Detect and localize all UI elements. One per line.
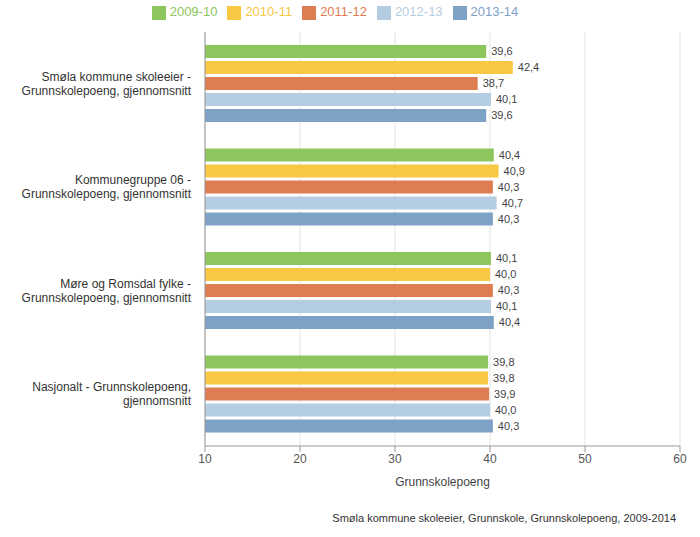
svg-text:38,7: 38,7 <box>483 77 504 89</box>
svg-text:40: 40 <box>483 452 497 466</box>
svg-text:40,1: 40,1 <box>496 252 517 264</box>
svg-text:50: 50 <box>578 452 592 466</box>
svg-text:39,8: 39,8 <box>493 356 514 368</box>
svg-text:40,9: 40,9 <box>504 165 525 177</box>
svg-text:39,8: 39,8 <box>493 372 514 384</box>
html-text:Smøla kommune skoleeier, Grunn: Smøla kommune skoleeier, Grunnskole, Gru… <box>332 512 676 524</box>
svg-text:40,3: 40,3 <box>498 213 519 225</box>
svg-text:Kommunegruppe 06 -Grunnskolepo: Kommunegruppe 06 -Grunnskolepoeng, gjenn… <box>22 173 192 201</box>
svg-text:10: 10 <box>198 452 212 466</box>
html-text:2013-14: 2013-14 <box>470 4 519 19</box>
html-text:2011-12: 2011-12 <box>320 4 367 19</box>
svg-text:40,3: 40,3 <box>498 284 519 296</box>
html-text:2009-10: 2009-10 <box>169 4 218 19</box>
svg-text:39,6: 39,6 <box>491 45 512 57</box>
svg-text:40,3: 40,3 <box>498 420 519 432</box>
svg-text:40,0: 40,0 <box>495 268 516 280</box>
svg-text:40,4: 40,4 <box>499 149 520 161</box>
svg-text:40,1: 40,1 <box>496 93 517 105</box>
svg-text:30: 30 <box>388 452 402 466</box>
svg-text:Grunnskolepoeng: Grunnskolepoeng <box>395 475 490 489</box>
svg-text:40,0: 40,0 <box>495 404 516 416</box>
svg-text:39,9: 39,9 <box>494 388 515 400</box>
html-text:2010-11: 2010-11 <box>245 4 293 19</box>
svg-text:42,4: 42,4 <box>518 61 539 73</box>
svg-text:20: 20 <box>293 452 307 466</box>
svg-text:Smøla kommune skoleeier -Grunn: Smøla kommune skoleeier -Grunnskolepoeng… <box>22 70 192 98</box>
svg-text:40,4: 40,4 <box>499 316 520 328</box>
svg-text:Nasjonalt - Grunnskolepoeng,gj: Nasjonalt - Grunnskolepoeng,gjennomsnitt <box>32 380 191 408</box>
svg-text:40,3: 40,3 <box>498 181 519 193</box>
svg-text:60: 60 <box>673 452 687 466</box>
svg-text:40,7: 40,7 <box>502 197 523 209</box>
svg-text:39,6: 39,6 <box>491 109 512 121</box>
svg-text:40,1: 40,1 <box>496 300 517 312</box>
svg-text:Møre og Romsdal fylke -Grunnsk: Møre og Romsdal fylke -Grunnskolepoeng, … <box>22 277 192 305</box>
html-text:2012-13: 2012-13 <box>394 4 443 19</box>
